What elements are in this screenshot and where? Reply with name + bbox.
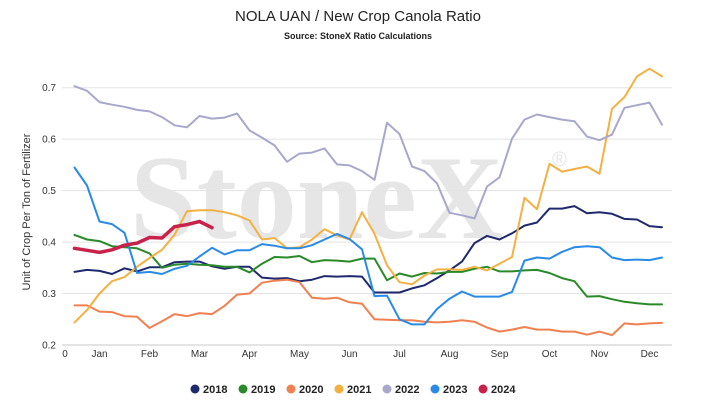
watermark-registered-mark: ® [552, 149, 567, 171]
y-tick-label: 0.5 [42, 186, 56, 197]
series-line-2019 [73, 233, 663, 306]
y-tick-label: 0.6 [42, 135, 56, 146]
legend-marker-2018 [190, 384, 200, 394]
series-line-2020 [73, 278, 663, 337]
series-lines [72, 67, 663, 337]
legend-item-2018[interactable]: 2018 [203, 384, 227, 396]
y-tick-label: 0.3 [42, 289, 56, 300]
chart-subtitle: Source: StoneX Ratio Calculations [284, 31, 432, 41]
legend-marker-2020 [286, 384, 296, 394]
x-tick-label: Jan [91, 349, 107, 360]
y-axis-label: Unit of Crop Per Ton of Fertilizer [21, 133, 33, 290]
legend-item-2022[interactable]: 2022 [395, 384, 419, 396]
x-tick-label: Aug [441, 349, 459, 360]
x-tick-label: Jul [393, 349, 406, 360]
series-line-2022 [73, 85, 663, 220]
legend: 2018 2019 2020 2021 2022 2023 2024 [190, 384, 516, 396]
y-tick-label: 0.2 [42, 341, 56, 352]
x-tick-label: Mar [191, 349, 209, 360]
series-line-2023 [73, 166, 663, 326]
series-line-2024 [72, 219, 214, 255]
legend-item-2020[interactable]: 2020 [299, 384, 323, 396]
series-line-2018 [73, 205, 663, 294]
x-tick-label: Jun [341, 349, 357, 360]
legend-marker-2023 [430, 384, 440, 394]
y-tick-label: 0.7 [42, 83, 56, 94]
x-origin-label: 0 [62, 349, 68, 360]
x-tick-label: Nov [591, 349, 609, 360]
watermark: StoneX ® [130, 131, 567, 264]
series-line-2021 [73, 67, 663, 324]
x-tick-label: Apr [242, 349, 258, 360]
x-tick-label: May [290, 349, 309, 360]
axes: 0.2 0.3 0.4 0.5 0.6 0.7 Jan Feb Mar Apr May Jun Jul A… [42, 83, 672, 360]
legend-marker-2024 [478, 384, 488, 394]
legend-item-2023[interactable]: 2023 [443, 384, 467, 396]
y-tick-label: 0.4 [42, 238, 56, 249]
x-tick-label: Sep [491, 349, 509, 360]
chart-title: NOLA UAN / New Crop Canola Ratio [235, 8, 481, 25]
legend-item-2019[interactable]: 2019 [251, 384, 275, 396]
x-tick-label: Oct [542, 349, 558, 360]
x-tick-label: Dec [641, 349, 659, 360]
x-tick-label: Feb [141, 349, 159, 360]
legend-item-2021[interactable]: 2021 [347, 384, 371, 396]
legend-marker-2021 [334, 384, 344, 394]
legend-item-2024[interactable]: 2024 [491, 384, 516, 396]
legend-marker-2019 [238, 384, 248, 394]
legend-marker-2022 [382, 384, 392, 394]
